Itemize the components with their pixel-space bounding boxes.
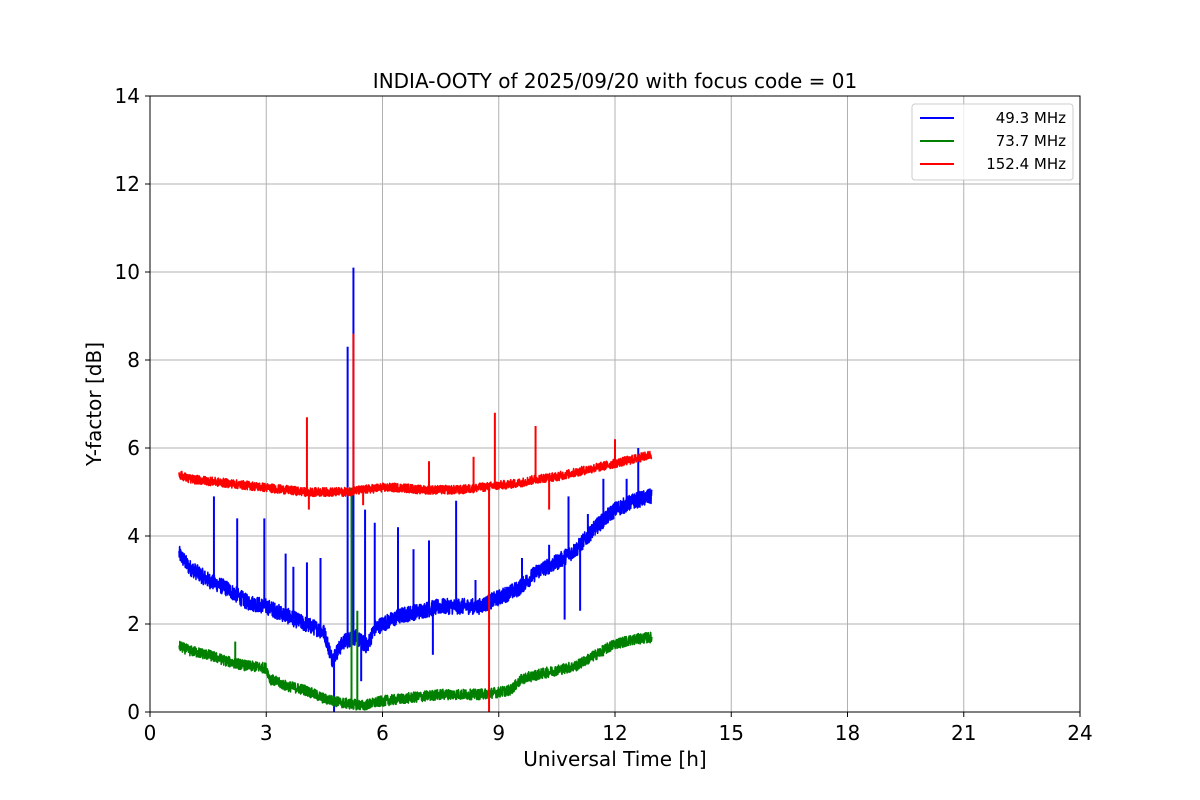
x-tick-label: 15: [719, 721, 744, 745]
x-tick-label: 18: [835, 721, 860, 745]
x-axis-label: Universal Time [h]: [523, 747, 706, 771]
x-tick-label: 24: [1067, 721, 1092, 745]
legend: 49.3 MHz 73.7 MHz 152.4 MHz: [911, 103, 1074, 181]
y-tick-label: 8: [127, 348, 140, 372]
y-tick-label: 4: [127, 524, 140, 548]
y-tick-label: 14: [115, 84, 140, 108]
y-axis-label: Y-factor [dB]: [82, 342, 106, 467]
y-tick-label: 12: [115, 172, 140, 196]
legend-box: [911, 103, 1074, 181]
x-tick-label: 0: [144, 721, 157, 745]
legend-label: 49.3 MHz: [996, 109, 1066, 127]
x-tick-label: 9: [492, 721, 505, 745]
series-2: [178, 333, 653, 712]
chart-title: INDIA-OOTY of 2025/09/20 with focus code…: [373, 69, 857, 93]
series-layer: [178, 267, 653, 712]
series-1: [178, 487, 653, 711]
series-line: [178, 488, 653, 668]
series-line: [178, 631, 653, 711]
x-tick-label: 6: [376, 721, 389, 745]
y-tick-label: 0: [127, 700, 140, 724]
x-tick-label: 12: [602, 721, 627, 745]
y-tick-label: 6: [127, 436, 140, 460]
legend-label: 152.4 MHz: [986, 155, 1066, 173]
x-tick-label: 3: [260, 721, 273, 745]
y-tick-label: 10: [115, 260, 140, 284]
y-tick-label: 2: [127, 612, 140, 636]
x-tick-label: 21: [951, 721, 976, 745]
legend-label: 73.7 MHz: [996, 132, 1066, 150]
series-line: [178, 450, 653, 498]
